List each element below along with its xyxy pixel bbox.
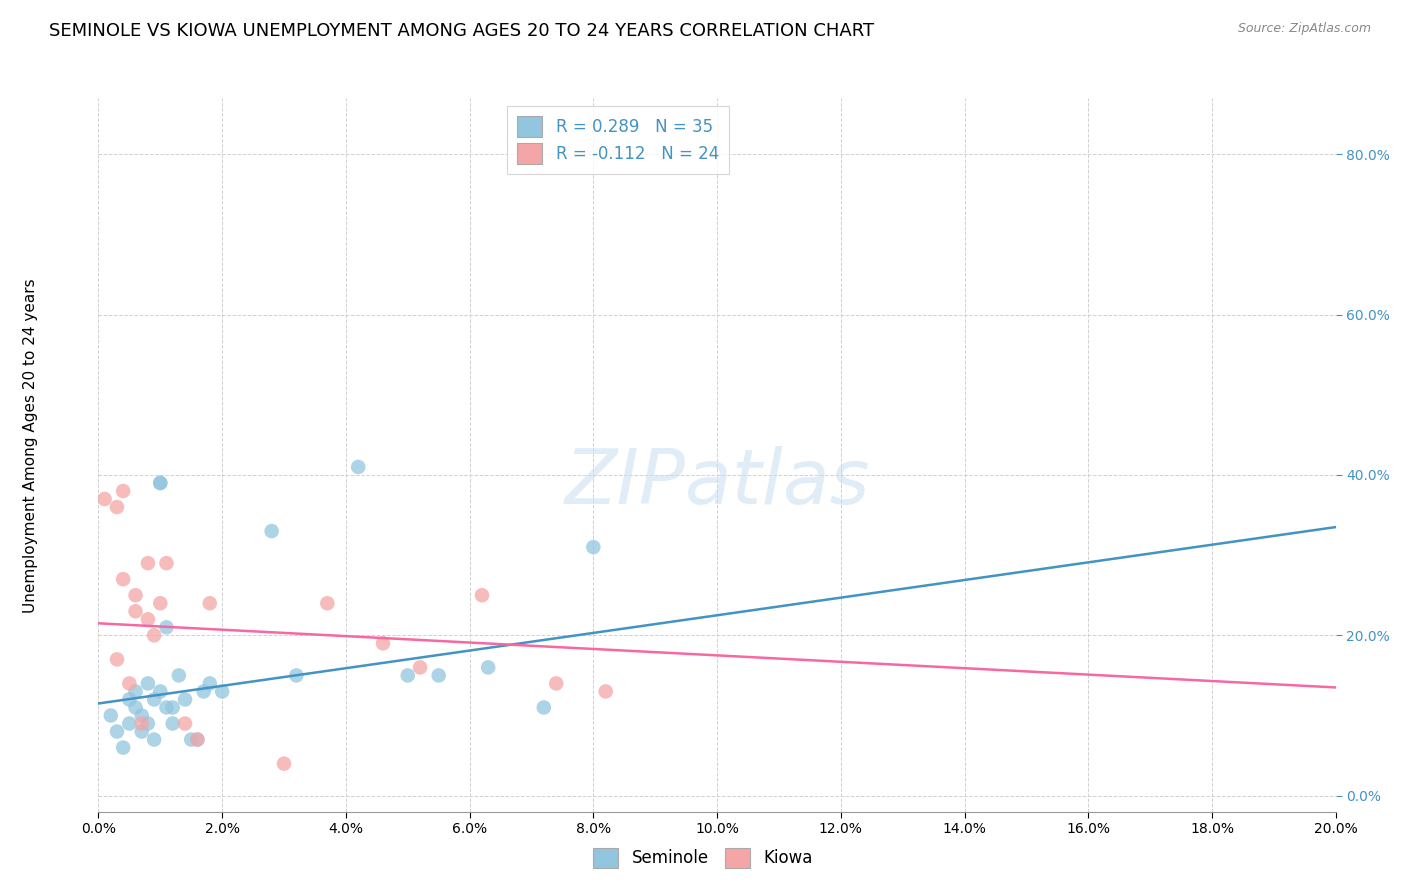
Point	[409, 660, 432, 674]
Text: Unemployment Among Ages 20 to 24 years: Unemployment Among Ages 20 to 24 years	[24, 278, 38, 614]
Point	[124, 700, 146, 714]
Point	[124, 684, 146, 698]
Point	[174, 692, 197, 706]
Point	[149, 475, 172, 490]
Point	[396, 668, 419, 682]
Point	[471, 588, 494, 602]
Point	[427, 668, 450, 682]
Point	[143, 732, 166, 747]
Point	[149, 475, 172, 490]
Point	[131, 716, 153, 731]
Point	[162, 700, 184, 714]
Point	[186, 732, 208, 747]
Point	[162, 716, 184, 731]
Point	[105, 500, 128, 514]
Point	[124, 604, 146, 618]
Point	[533, 700, 555, 714]
Point	[260, 524, 283, 538]
Point	[136, 716, 159, 731]
Point	[143, 628, 166, 642]
Point	[546, 676, 568, 690]
Point	[155, 700, 177, 714]
Point	[131, 724, 153, 739]
Point	[136, 676, 159, 690]
Point	[118, 676, 141, 690]
Point	[316, 596, 339, 610]
Point	[273, 756, 295, 771]
Text: Source: ZipAtlas.com: Source: ZipAtlas.com	[1237, 22, 1371, 36]
Point	[582, 540, 605, 554]
Point	[167, 668, 190, 682]
Point	[105, 652, 128, 666]
Point	[124, 588, 146, 602]
Point	[198, 596, 221, 610]
Text: ZIPatlas: ZIPatlas	[564, 447, 870, 520]
Point	[112, 740, 135, 755]
Point	[193, 684, 215, 698]
Point	[118, 716, 141, 731]
Point	[198, 676, 221, 690]
Point	[477, 660, 499, 674]
Point	[112, 483, 135, 498]
Point	[105, 724, 128, 739]
Point	[347, 459, 370, 474]
Point	[112, 572, 135, 586]
Point	[595, 684, 617, 698]
Point	[174, 716, 197, 731]
Point	[149, 596, 172, 610]
Point	[211, 684, 233, 698]
Point	[149, 684, 172, 698]
Point	[155, 620, 177, 634]
Point	[180, 732, 202, 747]
Point	[136, 612, 159, 626]
Point	[136, 556, 159, 570]
Point	[155, 556, 177, 570]
Legend: R = 0.289   N = 35, R = -0.112   N = 24: R = 0.289 N = 35, R = -0.112 N = 24	[508, 106, 728, 174]
Text: SEMINOLE VS KIOWA UNEMPLOYMENT AMONG AGES 20 TO 24 YEARS CORRELATION CHART: SEMINOLE VS KIOWA UNEMPLOYMENT AMONG AGE…	[49, 22, 875, 40]
Point	[93, 491, 115, 506]
Point	[131, 708, 153, 723]
Point	[285, 668, 308, 682]
Legend: Seminole, Kiowa: Seminole, Kiowa	[586, 841, 820, 875]
Point	[100, 708, 122, 723]
Point	[371, 636, 394, 650]
Point	[118, 692, 141, 706]
Point	[143, 692, 166, 706]
Point	[186, 732, 208, 747]
